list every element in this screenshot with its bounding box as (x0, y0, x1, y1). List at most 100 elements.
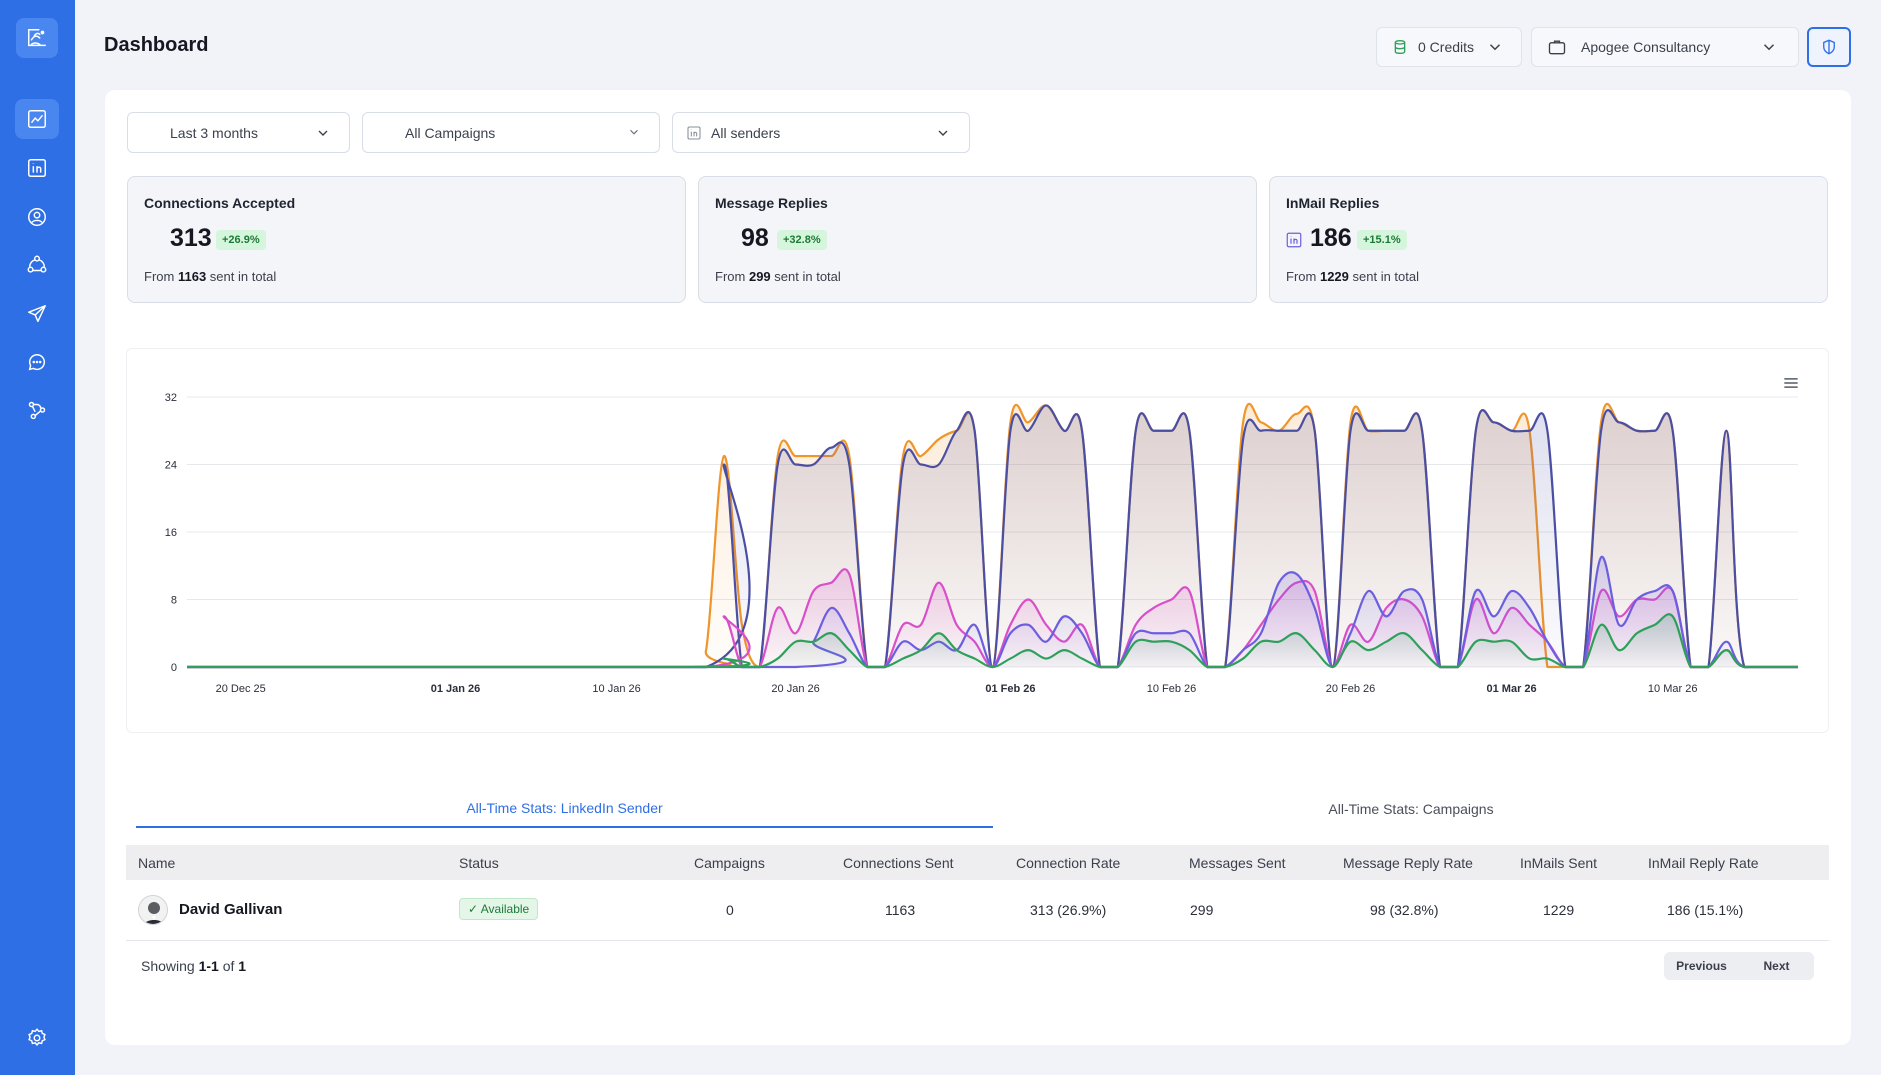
x-tick-label: 10 Feb 26 (1147, 683, 1197, 695)
stat-footnote: From 1229 sent in total (1286, 269, 1420, 284)
app-logo[interactable] (16, 18, 58, 58)
sidebar-item-inbox[interactable] (15, 342, 59, 382)
messages-sent-cell: 299 (1190, 902, 1214, 918)
column-header[interactable]: Name (138, 855, 176, 871)
stat-change-badge: +26.9% (216, 230, 266, 250)
series-area (187, 614, 1798, 667)
chevron-down-icon (938, 130, 948, 136)
y-tick-label: 24 (165, 460, 177, 472)
chart-menu-icon[interactable] (1781, 373, 1801, 393)
table-header: Name Status Campaigns Connections Sent C… (126, 845, 1829, 880)
chevron-down-icon (1490, 44, 1501, 51)
sidebar-item-network[interactable] (15, 245, 59, 285)
connection-rate-cell: 313 (26.9%) (1030, 902, 1107, 918)
column-header[interactable]: Messages Sent (1189, 855, 1286, 871)
activity-chart-svg: 0 8 16 24 32 20 Dec 25 01 Jan 26 10 Jan 26 20 Ja… (165, 392, 1798, 695)
status-badge: ✓ Available (459, 898, 539, 920)
stat-card-message-replies: Message Replies 98 +32.8% From 299 sent … (698, 176, 1257, 303)
stat-change-badge: +15.1% (1357, 230, 1407, 250)
column-header[interactable]: Message Reply Rate (1343, 855, 1473, 871)
chevron-down-icon (318, 130, 328, 136)
avatar (138, 895, 168, 925)
shield-button[interactable] (1807, 27, 1851, 67)
campaigns-value: All Campaigns (405, 124, 496, 141)
y-tick-label: 0 (171, 662, 177, 674)
column-header[interactable]: Status (459, 855, 499, 871)
previous-button[interactable]: Previous (1676, 959, 1727, 973)
stat-value: 186 (1310, 224, 1352, 252)
series-line (187, 613, 1798, 669)
column-header[interactable]: InMail Reply Rate (1648, 855, 1759, 871)
user-circle-icon (28, 208, 46, 226)
credits-label: 0 Credits (1418, 39, 1475, 55)
x-tick-label: 01 Jan 26 (431, 683, 481, 695)
campaigns-cell: 0 (726, 902, 734, 918)
senders-dropdown[interactable]: All senders (672, 112, 970, 153)
senders-value: All senders (711, 124, 781, 141)
briefcase-icon (1548, 40, 1566, 55)
stat-card-inmail-replies: InMail Replies 186 +15.1% From 1229 sent… (1269, 176, 1828, 303)
x-tick-label: 10 Mar 26 (1648, 683, 1698, 695)
stats-tabs: All-Time Stats: LinkedIn Sender All-Time… (136, 790, 1829, 828)
chart-icon (28, 110, 46, 128)
chat-icon (28, 354, 46, 371)
sidebar-item-integrations[interactable] (15, 390, 59, 430)
next-button[interactable]: Next (1763, 959, 1790, 973)
chevron-down-icon (1763, 44, 1775, 51)
activity-chart: 0 8 16 24 32 20 Dec 25 01 Jan 26 10 Jan 26 20 Ja… (126, 348, 1829, 733)
palm-beach-icon (28, 29, 46, 47)
database-icon (1394, 40, 1406, 55)
stat-title: InMail Replies (1286, 195, 1380, 211)
x-tick-label: 20 Dec 25 (216, 683, 266, 695)
column-header[interactable]: Connections Sent (843, 855, 954, 871)
date-range-value: Last 3 months (170, 124, 258, 141)
column-header[interactable]: Campaigns (694, 855, 765, 871)
workspace-dropdown[interactable]: Apogee Consultancy (1531, 27, 1799, 67)
sidebar-item-settings[interactable] (15, 1018, 59, 1058)
x-tick-label: 20 Jan 26 (771, 683, 819, 695)
check-icon: ✓ (468, 902, 479, 916)
series-line (187, 556, 1798, 669)
credits-dropdown[interactable]: 0 Credits (1376, 27, 1522, 67)
pagination-summary: Showing 1-1 of 1 (141, 958, 247, 974)
sidebar-item-campaigns[interactable] (15, 294, 59, 334)
column-header[interactable]: Connection Rate (1016, 855, 1121, 871)
person-avatar-icon (144, 902, 164, 924)
y-tick-label: 32 (165, 392, 177, 404)
sidebar (0, 0, 75, 1075)
x-tick-label: 01 Mar 26 (1487, 683, 1537, 695)
x-tick-label: 01 Feb 26 (985, 683, 1035, 695)
stat-value: 98 (741, 224, 769, 252)
sidebar-item-analytics[interactable] (15, 99, 59, 139)
stat-card-connections: Connections Accepted 313 +26.9% From 116… (127, 176, 686, 303)
connections-sent-cell: 1163 (885, 902, 916, 918)
table-row[interactable]: David Gallivan ✓ Available 0 1163 313 (2… (126, 880, 1829, 941)
network-icon (27, 255, 47, 273)
message-reply-rate-cell: 98 (32.8%) (1370, 902, 1439, 918)
stat-title: Connections Accepted (144, 195, 296, 211)
stat-value: 313 (170, 224, 212, 252)
webhook-icon (28, 401, 46, 420)
send-icon (28, 305, 46, 323)
page-title: Dashboard (104, 34, 209, 56)
gear-icon (28, 1028, 46, 1046)
stat-footnote: From 1163 sent in total (144, 269, 277, 284)
tab-campaigns[interactable]: All-Time Stats: Campaigns (1328, 801, 1494, 817)
date-range-dropdown[interactable]: Last 3 months (127, 112, 350, 153)
linkedin-icon (28, 159, 46, 177)
sender-name[interactable]: David Gallivan (179, 901, 283, 918)
stat-title: Message Replies (715, 195, 828, 211)
inmail-reply-rate-cell: 186 (15.1%) (1667, 902, 1744, 918)
campaigns-dropdown[interactable]: All Campaigns (362, 112, 660, 153)
workspace-label: Apogee Consultancy (1581, 39, 1711, 55)
shield-icon (1823, 39, 1835, 55)
sidebar-item-contacts[interactable] (15, 197, 59, 237)
stat-change-badge: +32.8% (777, 230, 827, 250)
tab-linkedin-sender[interactable]: All-Time Stats: LinkedIn Sender (136, 790, 993, 828)
column-header[interactable]: InMails Sent (1520, 855, 1598, 871)
chevron-down-icon (630, 129, 638, 135)
linkedin-icon (687, 125, 701, 140)
pagination: Previous Next (1664, 952, 1814, 980)
sidebar-item-linkedin[interactable] (15, 148, 59, 188)
x-tick-label: 10 Jan 26 (592, 683, 640, 695)
